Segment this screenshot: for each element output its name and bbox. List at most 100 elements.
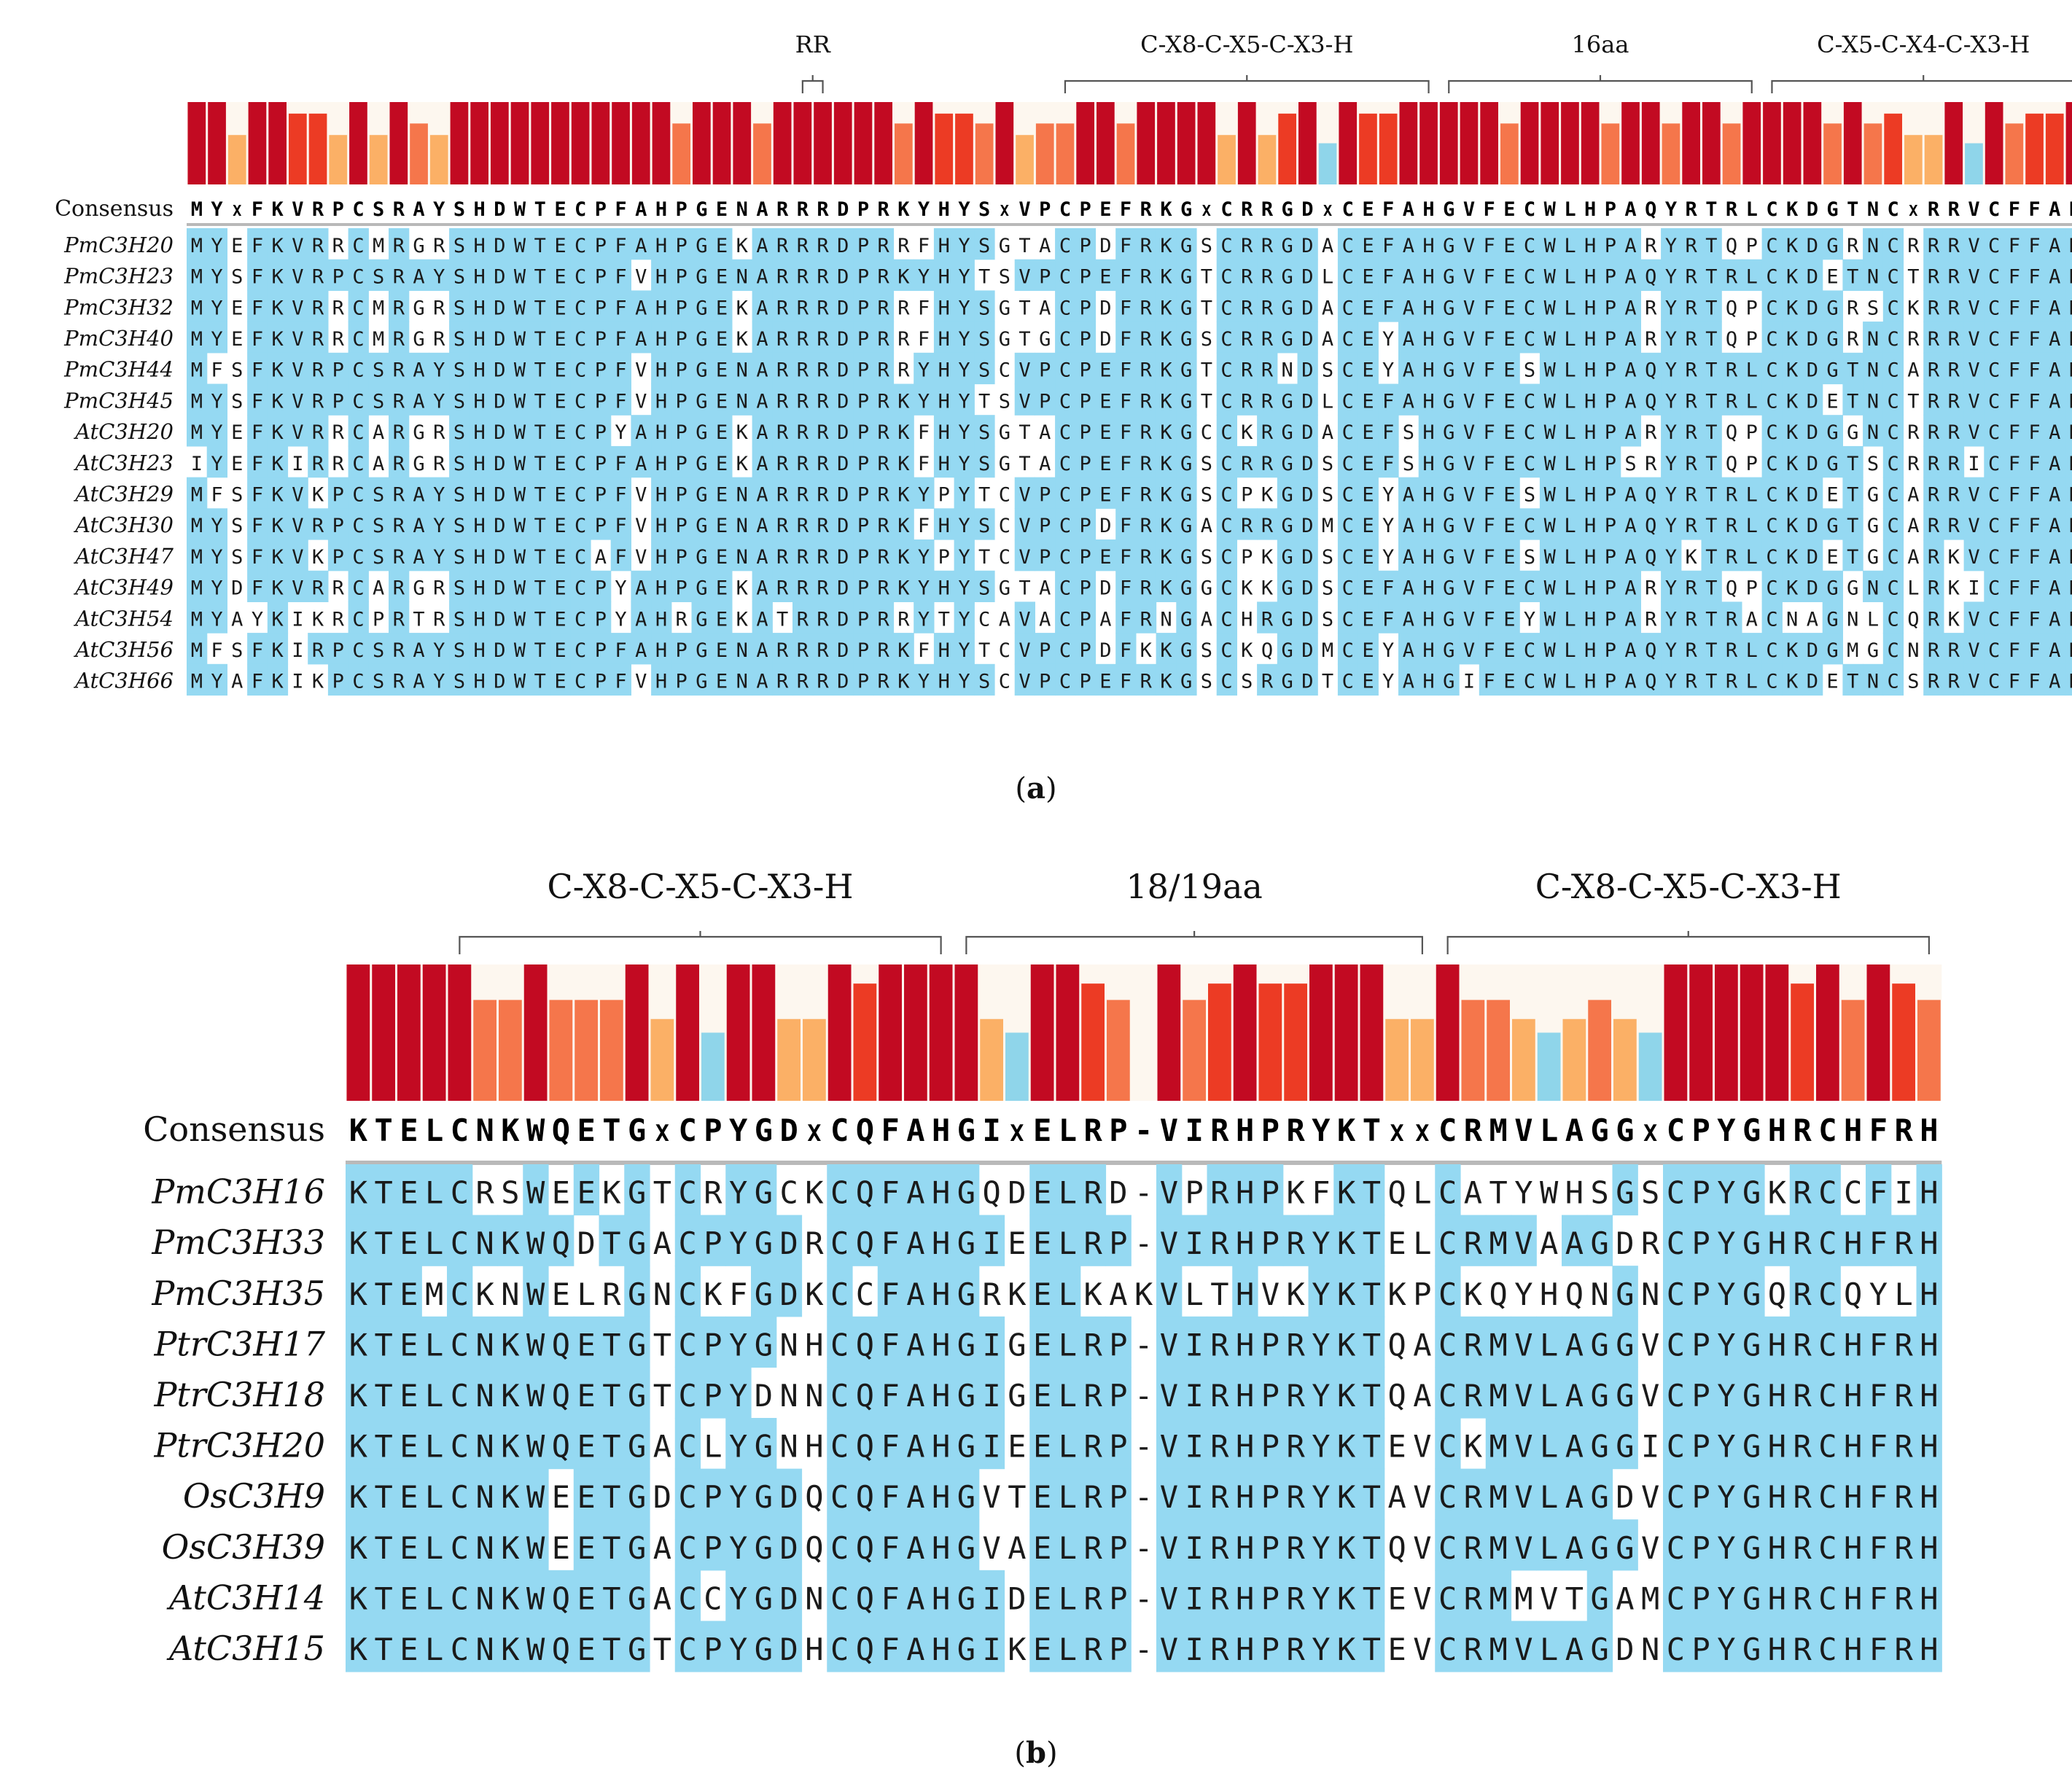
sequence-residue: C [1766, 266, 1777, 289]
sequence-residue: R [817, 328, 829, 351]
identity-shade [469, 259, 491, 291]
sequence-residue: G [628, 1632, 646, 1667]
consensus-residue: F [252, 198, 263, 221]
sequence-residue: C [1818, 1581, 1837, 1616]
sequence-residue: P [1080, 359, 1091, 382]
sequence-residue: R [797, 453, 809, 475]
sequence-residue: F [615, 235, 626, 257]
sequence-residue: D [494, 421, 505, 444]
identity-shade [691, 383, 712, 416]
sequence-residue: A [413, 266, 424, 289]
sequence-residue: F [2009, 328, 2020, 351]
sequence-residue: V [1463, 390, 1475, 413]
identity-shade [1701, 383, 1722, 416]
sequence-residue: T [534, 483, 546, 506]
identity-shade [954, 383, 975, 416]
sequence-residue: A [2049, 608, 2060, 631]
sequence-residue: R [776, 359, 789, 382]
sequence-residue: T [534, 390, 546, 413]
sequence-residue: Y [958, 546, 970, 569]
sequence-residue: V [1463, 453, 1475, 475]
identity-shade [1459, 383, 1480, 416]
identity-shade [348, 290, 369, 322]
sequence-residue: K [1160, 546, 1172, 569]
identity-shade [1782, 259, 1803, 291]
identity-shade [449, 383, 470, 416]
identity-shade [1600, 321, 1621, 354]
identity-shade [348, 383, 369, 416]
sequence-residue: C [1342, 577, 1354, 600]
sequence-residue: K [1948, 546, 1960, 569]
sequence-residue: G [1180, 515, 1192, 537]
sequence-residue: G [1282, 390, 1293, 413]
sequence-residue: P [1605, 483, 1616, 506]
conservation-bar [1439, 102, 1458, 184]
sequence-residue: R [1686, 515, 1698, 537]
sequence-residue: G [755, 1530, 773, 1566]
consensus-residue: X [1000, 202, 1009, 219]
sequence-residue: C [1988, 390, 2000, 413]
consensus-residue: C [678, 1112, 696, 1148]
sequence-residue: T [1847, 359, 1858, 382]
identity-shade [570, 259, 591, 291]
sequence-residue: G [1826, 639, 1838, 662]
sequence-residue: G [1826, 453, 1838, 475]
sequence-residue: A [1201, 515, 1212, 537]
identity-shade [1398, 290, 1419, 322]
sequence-residue: V [1968, 297, 1979, 319]
sequence-residue: L [1746, 546, 1758, 569]
sequence-residue: K [1241, 639, 1253, 662]
identity-shade [449, 352, 470, 385]
sequence-residue: R [878, 421, 890, 444]
sequence-residue: C [1888, 577, 1899, 600]
identity-shade [1236, 290, 1258, 322]
sequence-residue: D [1616, 1632, 1634, 1667]
sequence-residue: H [1236, 1175, 1254, 1211]
sequence-residue: C [999, 359, 1010, 382]
sequence-residue: E [716, 515, 728, 537]
conservation-bar [874, 102, 892, 184]
sequence-residue: M [373, 235, 384, 257]
sequence-residue: P [1261, 1378, 1280, 1414]
sequence-residue: V [1413, 1429, 1431, 1465]
sequence-residue: S [231, 546, 243, 569]
sequence-residue: E [400, 1175, 418, 1211]
sequence-residue: D [1807, 515, 1818, 537]
sequence-residue: R [433, 235, 445, 257]
conservation-bar [1258, 983, 1282, 1101]
conservation-bar [1613, 1018, 1637, 1101]
sequence-residue: A [653, 1530, 671, 1566]
sequence-residue: E [400, 1225, 418, 1261]
sequence-residue: F [1484, 453, 1495, 475]
identity-shade [1923, 321, 1944, 354]
sequence-residue: G [999, 297, 1010, 319]
consensus-residue: Y [729, 1112, 748, 1148]
sequence-residue: R [878, 608, 890, 631]
sequence-residue: R [393, 328, 405, 351]
sequence-residue: F [615, 546, 626, 569]
sequence-residue: V [1463, 483, 1475, 506]
identity-shade [1661, 228, 1682, 260]
sequence-residue: - [1134, 1429, 1153, 1465]
sequence-residue: R [1645, 328, 1657, 351]
sequence-residue: R [1210, 1530, 1229, 1566]
consensus-residue: G [696, 198, 707, 221]
sequence-residue: H [474, 515, 486, 537]
sequence-residue: W [1544, 235, 1557, 257]
sequence-residue: F [2028, 359, 2040, 382]
sequence-residue: C [1766, 359, 1777, 382]
sequence-residue: Q [856, 1530, 874, 1566]
sequence-residue: S [978, 671, 990, 693]
sequence-residue: H [1422, 453, 1434, 475]
identity-shade [893, 259, 914, 291]
sequence-residue: A [635, 639, 647, 662]
conservation-bar [1107, 999, 1130, 1101]
sequence-residue: H [474, 297, 486, 319]
sequence-residue: G [1590, 1327, 1608, 1363]
conservation-bar [510, 102, 529, 184]
sequence-residue: M [191, 608, 203, 631]
sequence-residue: H [938, 390, 950, 413]
sequence-residue: L [1564, 608, 1576, 631]
sequence-residue: A [413, 483, 424, 506]
sequence-residue: H [932, 1530, 950, 1566]
